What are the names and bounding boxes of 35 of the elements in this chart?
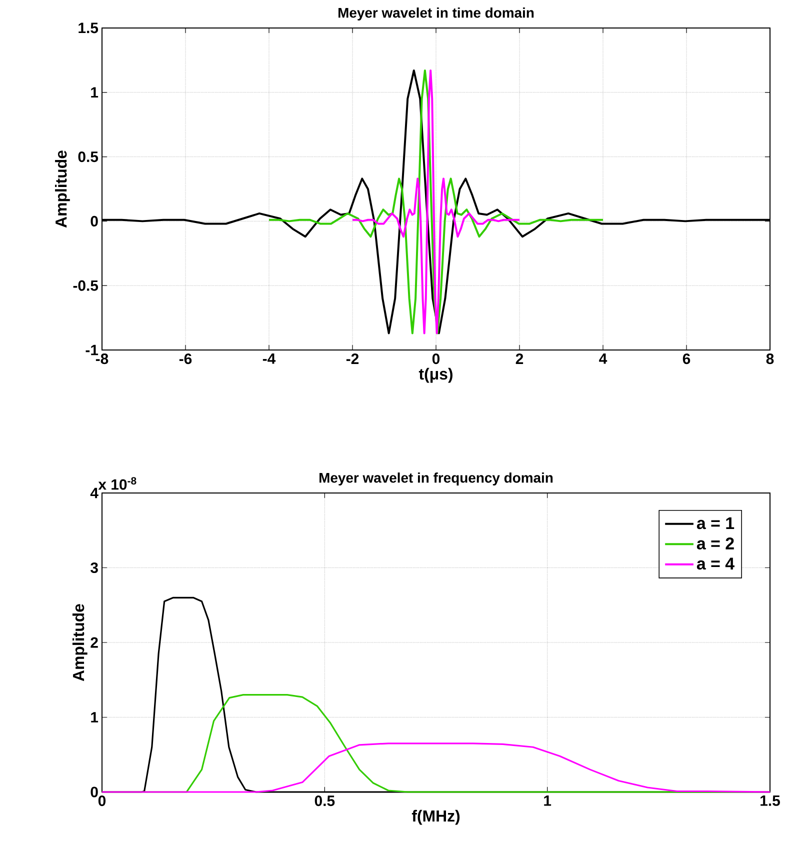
y-tick-label: 3 bbox=[90, 562, 98, 574]
x-tick-label: -8 bbox=[96, 354, 108, 364]
x-axis-title: t(μs) bbox=[418, 368, 452, 383]
x-tick-label: 1.5 bbox=[760, 796, 780, 806]
y-tick-label: 0.5 bbox=[78, 151, 98, 162]
chart-title: Meyer wavelet in frequency domain bbox=[320, 472, 553, 486]
y-tick-label: 1.5 bbox=[78, 22, 98, 34]
x-tick-label: -6 bbox=[179, 354, 192, 364]
x-tick-label: 8 bbox=[766, 354, 774, 364]
x-tick-label: 1 bbox=[544, 796, 552, 806]
y-tick-label: 4 bbox=[90, 488, 98, 498]
line-series bbox=[101, 742, 771, 793]
y-tick-label: 0 bbox=[90, 786, 98, 798]
x-tick-label: 6 bbox=[682, 354, 690, 364]
y-tick-label: -0.5 bbox=[73, 280, 98, 291]
chart-title: Meyer wavelet in time domain bbox=[338, 7, 534, 20]
x-axis-title: f(MHz) bbox=[412, 810, 460, 825]
x-tick-label: 0 bbox=[98, 796, 106, 806]
legend-label: a = 2 bbox=[696, 537, 734, 550]
text: x 10$^{-8}$ bbox=[98, 477, 136, 490]
x-tick-label: -4 bbox=[262, 354, 276, 364]
legend-label: a = 1 bbox=[696, 517, 734, 530]
y-tick-label: -1 bbox=[86, 344, 98, 356]
x-tick-label: 4 bbox=[599, 354, 608, 364]
y-tick-label: 1 bbox=[91, 712, 98, 722]
x-tick-label: 2 bbox=[516, 354, 524, 364]
x-tick-label: 0.5 bbox=[314, 796, 335, 806]
y-tick-label: 2 bbox=[90, 637, 98, 648]
y-tick-label: 0 bbox=[90, 216, 98, 226]
x-tick-label: 0 bbox=[432, 354, 440, 364]
y-axis-title: Amplitude bbox=[55, 150, 70, 228]
legend-label: a = 4 bbox=[696, 558, 734, 570]
y-tick-label: 1 bbox=[91, 87, 98, 98]
x-tick-label: -2 bbox=[346, 354, 359, 364]
y-axis-title: Amplitude bbox=[72, 604, 88, 682]
